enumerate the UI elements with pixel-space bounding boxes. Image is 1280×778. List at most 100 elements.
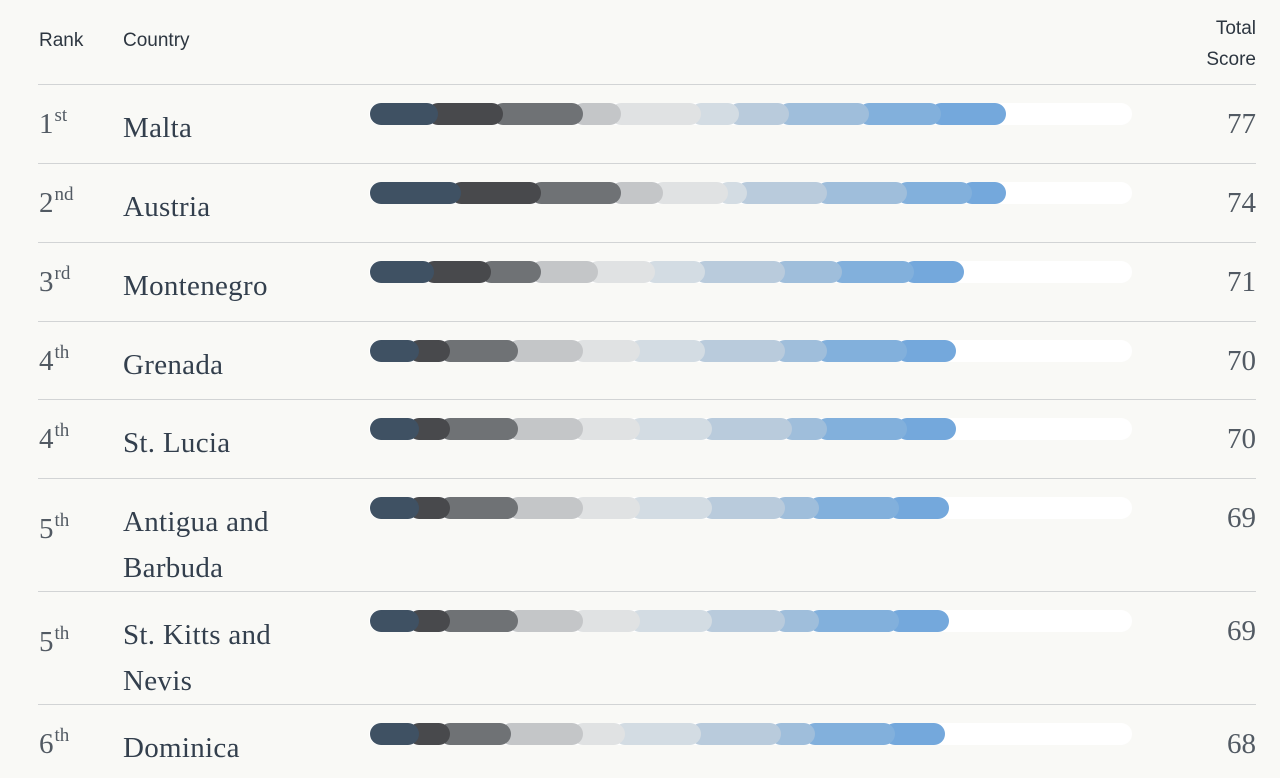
row-divider <box>38 478 1256 479</box>
bar-segment <box>895 182 972 204</box>
bar-segment <box>895 340 957 362</box>
bar-segment <box>438 340 519 362</box>
total-score: 74 <box>1227 187 1256 219</box>
score-bar <box>370 182 1132 204</box>
bar-segment <box>888 497 949 519</box>
rank-suffix: th <box>54 510 70 531</box>
table-row: 4th St. Lucia 70 <box>0 399 1280 478</box>
rank-number: 4 <box>39 345 54 377</box>
bar-segment <box>629 497 713 519</box>
bar-segment <box>408 723 450 745</box>
bar-segment <box>773 497 820 519</box>
bar-segment <box>960 182 1006 204</box>
bar-segment <box>930 103 1006 125</box>
bar-segment <box>857 103 942 125</box>
rank-cell: 3rd <box>39 263 70 301</box>
bar-segment <box>815 340 907 362</box>
bar-segment <box>571 103 622 125</box>
bar-segment <box>728 103 789 125</box>
total-score: 70 <box>1227 345 1256 377</box>
rank-number: 1 <box>39 108 54 140</box>
country-name: Austria <box>123 191 211 223</box>
bar-segment <box>571 418 641 440</box>
bar-segment <box>773 340 827 362</box>
country-name: Grenada <box>123 349 224 381</box>
bar-segment <box>370 182 461 204</box>
bar-segment <box>651 182 728 204</box>
bar-segment <box>571 610 641 632</box>
bar-segment <box>888 610 949 632</box>
rank-number: 5 <box>39 626 54 658</box>
row-divider <box>38 399 1256 400</box>
bar-segment <box>423 261 492 283</box>
rank-suffix: rd <box>54 263 71 284</box>
score-bar <box>370 340 1132 362</box>
bar-segment <box>408 418 450 440</box>
row-divider <box>38 84 1256 85</box>
bar-segment <box>370 497 420 519</box>
bar-segment <box>613 723 702 745</box>
bar-segment <box>610 103 702 125</box>
bar-segment <box>777 103 869 125</box>
total-score: 69 <box>1227 502 1256 534</box>
country-name: St. Lucia <box>123 427 231 459</box>
bar-segment <box>507 497 583 519</box>
bar-segment <box>804 723 896 745</box>
bar-segment <box>571 497 641 519</box>
total-score: 71 <box>1227 266 1256 298</box>
bar-segment <box>701 418 793 440</box>
rank-suffix: th <box>54 420 70 441</box>
country-name: Malta <box>123 112 193 144</box>
score-bar <box>370 610 1132 632</box>
rank-number: 3 <box>39 266 54 298</box>
rank-suffix: st <box>54 105 68 126</box>
bar-segment <box>480 261 541 283</box>
bar-segment <box>895 418 957 440</box>
bar-segment <box>571 723 625 745</box>
rank-cell: 1st <box>39 105 67 143</box>
bar-segment <box>408 610 450 632</box>
table-row: 5th Antigua and Barbuda 69 <box>0 478 1280 591</box>
country-name: St. Kitts and Nevis <box>123 619 272 697</box>
bar-segment <box>701 497 785 519</box>
bar-segment <box>438 723 511 745</box>
table-row: 5th St. Kitts and Nevis 69 <box>0 591 1280 704</box>
bar-segment <box>610 182 663 204</box>
bar-segment <box>808 497 900 519</box>
rank-cell: 4th <box>39 420 69 458</box>
bar-segment <box>370 418 420 440</box>
bar-segment <box>735 182 827 204</box>
bar-segment <box>438 418 519 440</box>
rank-cell: 5th <box>39 510 69 548</box>
bar-segment <box>370 723 420 745</box>
bar-segment <box>831 261 915 283</box>
rank-cell: 6th <box>39 725 69 763</box>
row-divider <box>38 242 1256 243</box>
rank-cell: 5th <box>39 623 69 661</box>
bar-segment <box>438 610 519 632</box>
rank-cell: 4th <box>39 342 69 380</box>
table-header: Rank Country Total Score <box>0 0 1280 84</box>
total-score: 69 <box>1227 615 1256 647</box>
bar-segment <box>690 103 740 125</box>
bar-segment <box>507 418 583 440</box>
bar-segment <box>450 182 541 204</box>
bar-segment <box>629 340 705 362</box>
bar-segment <box>770 723 816 745</box>
bar-segment <box>781 418 827 440</box>
bar-segment <box>587 261 656 283</box>
score-bar <box>370 497 1132 519</box>
header-total-line1: Total <box>1215 18 1256 39</box>
bar-segment <box>701 610 785 632</box>
bar-segment <box>507 610 583 632</box>
bar-segment <box>773 261 842 283</box>
total-score: 68 <box>1227 728 1256 760</box>
table-row: 6th Dominica 68 <box>0 704 1280 778</box>
rank-cell: 2nd <box>39 184 74 222</box>
score-bar <box>370 103 1132 125</box>
bar-segment <box>693 340 785 362</box>
country-name: Antigua and Barbuda <box>123 506 269 584</box>
bar-segment <box>370 261 435 283</box>
row-divider <box>38 591 1256 592</box>
